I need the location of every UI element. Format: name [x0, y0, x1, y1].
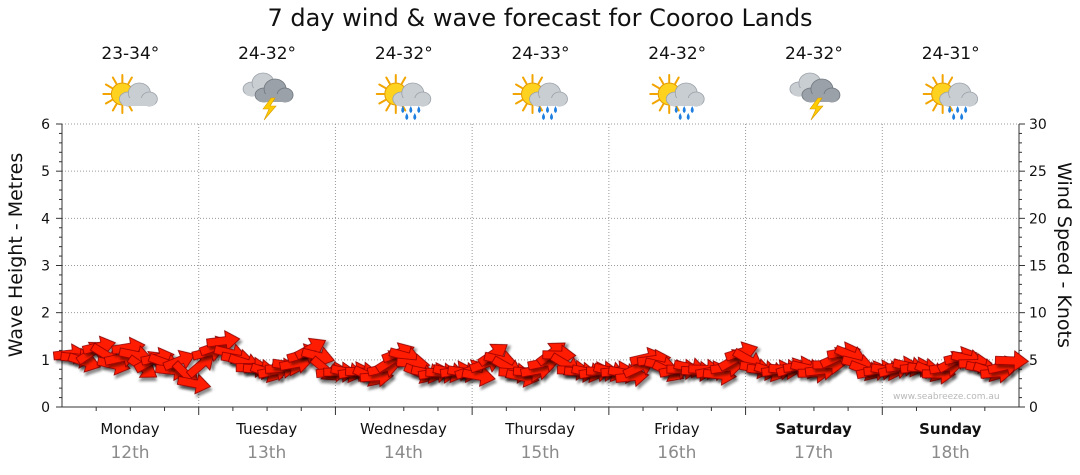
temp-range: 24-32°	[374, 44, 433, 64]
thunderstorm-icon	[789, 72, 841, 121]
left-axis-ticks: 0 1 2 3 4 5 6	[41, 117, 62, 416]
right-tick-label: 20	[1029, 211, 1047, 227]
wind-arrow	[185, 352, 215, 379]
right-tick-label: 15	[1029, 259, 1047, 275]
right-tick-label: 10	[1029, 306, 1047, 322]
temp-range: 24-32°	[238, 44, 297, 64]
wind-arrow	[176, 373, 212, 395]
day-name: Wednesday	[360, 420, 447, 438]
wind-arrows	[52, 329, 1030, 395]
day-date: 16th	[657, 443, 697, 463]
wind-arrow	[542, 344, 577, 366]
wind-arrow	[162, 349, 196, 372]
day-date: 14th	[383, 443, 423, 463]
left-tick-label: 5	[41, 164, 50, 180]
day-name: Friday	[654, 420, 700, 438]
y-axis-left-label: Wave Height - Metres	[5, 153, 27, 357]
left-tick-label: 6	[41, 117, 50, 133]
day-name: Tuesday	[236, 420, 298, 438]
sun-showers-icon	[512, 74, 568, 120]
right-axis-ticks: 0 5 10 15 20 25 30	[1019, 117, 1047, 416]
wind-arrow	[206, 329, 241, 352]
right-tick-label: 5	[1029, 353, 1038, 369]
weather-icons	[102, 72, 979, 121]
left-tick-label: 3	[41, 259, 50, 275]
day-name: Monday	[100, 420, 160, 438]
right-tick-label: 25	[1029, 164, 1047, 180]
day-date: 15th	[520, 443, 560, 463]
left-tick-label: 4	[41, 211, 50, 227]
right-tick-label: 0	[1029, 400, 1038, 416]
left-tick-label: 0	[41, 400, 50, 416]
watermark: www.seabreeze.com.au	[893, 392, 1000, 402]
partly-cloudy-sun-icon	[102, 74, 158, 114]
wind-arrow	[300, 346, 336, 368]
left-tick-label: 1	[41, 353, 50, 369]
right-tick-label: 30	[1029, 117, 1047, 133]
temp-range: 24-32°	[784, 44, 843, 64]
sun-showers-icon	[922, 74, 979, 120]
wind-arrow	[461, 365, 496, 387]
temp-range: 24-31°	[921, 44, 980, 64]
day-name: Sunday	[919, 420, 982, 438]
day-date: 18th	[930, 443, 970, 463]
sun-showers-icon	[649, 74, 705, 120]
temp-range: 24-32°	[648, 44, 707, 64]
sun-showers-icon	[375, 74, 432, 120]
wind-arrow	[994, 350, 1030, 372]
day-name: Saturday	[775, 420, 852, 438]
day-date: 17th	[794, 443, 834, 463]
left-tick-label: 2	[41, 306, 50, 322]
y-axis-right-label: Wind Speed - Knots	[1053, 162, 1075, 348]
day-date: 12th	[110, 443, 150, 463]
day-date: 13th	[247, 443, 287, 463]
day-name: Thursday	[505, 420, 576, 438]
temp-range: 24-33°	[511, 44, 570, 64]
thunderstorm-icon	[242, 72, 294, 121]
chart-title: 7 day wind & wave forecast for Cooroo La…	[267, 4, 813, 32]
temp-range: 23-34°	[101, 44, 160, 64]
